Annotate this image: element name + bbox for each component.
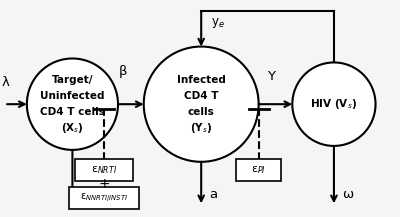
Text: (X$_s$): (X$_s$) (61, 122, 84, 135)
Text: cells: cells (188, 107, 214, 117)
Text: (Y$_s$): (Y$_s$) (190, 122, 212, 135)
Ellipse shape (292, 62, 376, 146)
Text: a: a (209, 188, 217, 201)
Text: d: d (80, 188, 89, 201)
Text: +: + (98, 177, 110, 191)
Text: ε$_{NRTI}$: ε$_{NRTI}$ (91, 164, 117, 176)
Ellipse shape (27, 59, 118, 150)
Text: Uninfected: Uninfected (40, 91, 105, 101)
Text: Target/: Target/ (52, 75, 93, 85)
Text: Infected: Infected (177, 75, 226, 85)
Ellipse shape (144, 47, 259, 162)
FancyBboxPatch shape (70, 187, 139, 209)
FancyBboxPatch shape (75, 159, 133, 181)
Text: β: β (119, 65, 127, 78)
Text: HIV (V$_s$): HIV (V$_s$) (310, 97, 358, 111)
Text: ε$_{PI}$: ε$_{PI}$ (251, 164, 266, 176)
Text: y$_e$: y$_e$ (211, 16, 225, 30)
Text: ω: ω (342, 188, 353, 201)
Text: Y: Y (268, 70, 276, 83)
Text: λ: λ (1, 76, 9, 89)
Text: ε$_{NNRTI/INSTI}$: ε$_{NNRTI/INSTI}$ (80, 191, 128, 205)
Text: CD4 T: CD4 T (184, 91, 218, 101)
Text: CD4 T cells: CD4 T cells (40, 107, 105, 117)
FancyBboxPatch shape (236, 159, 282, 181)
